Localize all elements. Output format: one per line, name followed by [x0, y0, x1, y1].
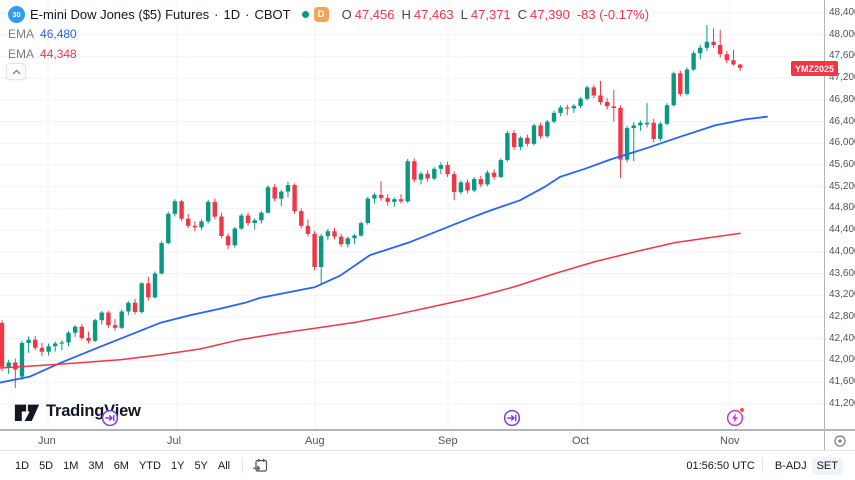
settlement-toggle[interactable]: SET: [811, 456, 843, 475]
close-label: C: [517, 7, 528, 22]
separator-dot: ·: [245, 7, 250, 22]
back-adjustment-toggle[interactable]: B-ADJ: [774, 459, 807, 472]
price-axis-label: 44,400: [829, 224, 855, 235]
range-button-5d[interactable]: 5D: [39, 459, 54, 472]
time-axis-label: Nov: [720, 435, 740, 447]
scales-target-icon: [834, 434, 846, 447]
contract-price-badge: YMZ2025: [791, 61, 839, 76]
chevron-up-icon: [12, 69, 20, 74]
exchange-label: CBOT: [254, 7, 291, 22]
price-axis-label: 41,600: [829, 376, 855, 387]
price-axis-label: 46,400: [829, 116, 855, 127]
go-to-date-icon: [253, 458, 268, 472]
go-to-date-button[interactable]: [250, 455, 271, 476]
range-button-1y[interactable]: 1Y: [170, 459, 185, 472]
skip-forward-event-icon[interactable]: [101, 409, 119, 427]
ema-slow-value: 44,348: [40, 47, 77, 61]
date-range-buttons: 1D 5D 1M 3M 6M YTD 1Y 5Y All: [10, 457, 235, 475]
interval-label: 1D: [223, 7, 241, 22]
price-axis-label: 47,200: [829, 72, 855, 83]
symbol-legend-row[interactable]: 30 E-mini Dow Jones ($5) Futures · 1D · …: [8, 5, 649, 24]
price-axis-label: 44,800: [829, 202, 855, 213]
price-axis-label: 46,000: [829, 137, 855, 148]
price-axis-label: 41,200: [829, 398, 855, 409]
earnings-event-icon[interactable]: [726, 407, 745, 427]
price-axis-label: 42,800: [829, 311, 855, 322]
open-label: O: [341, 7, 352, 22]
separator-dot: ·: [214, 7, 219, 22]
indicator-row-ema-fast[interactable]: EMA 46,480: [8, 24, 649, 44]
symbol-title: E-mini Dow Jones ($5) Futures: [30, 7, 210, 22]
change-value: -83 (-0.17%): [576, 7, 650, 22]
time-axis-label: Jun: [38, 435, 56, 447]
bottom-toolbar: 1D 5D 1M 3M 6M YTD 1Y 5Y All 01:56:50 UTC B-ADJ …: [0, 450, 855, 480]
toolbar-divider: [761, 458, 763, 473]
close-value: 47,390: [530, 7, 570, 22]
time-axis-label: Jul: [167, 435, 182, 447]
time-axis-label: Sep: [438, 435, 458, 447]
time-axis-label: Aug: [305, 435, 325, 447]
range-button-all[interactable]: All: [217, 459, 231, 472]
open-value: 47,456: [354, 7, 395, 22]
price-axis-label: 43,200: [829, 289, 855, 300]
range-button-5y[interactable]: 5Y: [194, 459, 208, 472]
tradingview-mark-icon: [14, 404, 40, 422]
axis-settings-corner[interactable]: [824, 429, 855, 450]
indicator-row-ema-slow[interactable]: EMA 44,348: [8, 44, 649, 64]
ohlc-values: O 47,456 H 47,463 L 47,371 C 47,390 -83 (-0.…: [342, 7, 649, 22]
price-axis-label: 45,200: [829, 181, 855, 192]
price-axis-label: 48,000: [829, 29, 855, 40]
ema-label: EMA: [8, 47, 35, 61]
market-status-dot[interactable]: [301, 11, 309, 18]
range-button-1d[interactable]: 1D: [15, 459, 30, 472]
range-button-3m[interactable]: 3M: [88, 459, 104, 472]
price-axis-label: 47,600: [829, 50, 855, 61]
candlestick-chart[interactable]: [0, 0, 824, 429]
ema-label: EMA: [8, 27, 35, 41]
skip-forward-event-icon[interactable]: [503, 409, 521, 427]
price-axis-label: 43,600: [829, 268, 855, 279]
range-button-ytd[interactable]: YTD: [138, 459, 161, 472]
high-label: H: [401, 7, 411, 22]
tradingview-logo-text: TradingView: [46, 402, 141, 420]
time-axis-label: Oct: [572, 435, 590, 447]
price-axis-label: 42,000: [829, 354, 855, 365]
tradingview-logo[interactable]: TradingView: [14, 401, 141, 422]
ema-fast-value: 46,480: [40, 27, 77, 41]
price-axis-label: 46,800: [829, 94, 855, 105]
price-axis-label: 45,600: [829, 159, 855, 170]
time-axis[interactable]: Jun Jul Aug Sep Oct Nov: [0, 429, 824, 450]
legend-collapse-button[interactable]: [6, 63, 26, 80]
range-button-1m[interactable]: 1M: [63, 459, 79, 472]
alert-dot: [739, 407, 745, 413]
symbol-logo: 30: [8, 6, 25, 23]
low-value: 47,371: [470, 7, 511, 22]
delayed-data-badge[interactable]: D: [313, 7, 329, 22]
toolbar-right-group: 01:56:50 UTC B-ADJ SET: [686, 456, 843, 475]
price-axis-label: 42,400: [829, 333, 855, 344]
low-label: L: [460, 7, 468, 22]
price-axis-label: 44,000: [829, 246, 855, 257]
clock-utc[interactable]: 01:56:50 UTC: [686, 459, 755, 472]
price-axis-label: 48,400: [829, 7, 855, 18]
toolbar-divider: [242, 458, 244, 473]
high-value: 47,463: [413, 7, 454, 22]
range-button-6m[interactable]: 6M: [113, 459, 129, 472]
chart-legend: 30 E-mini Dow Jones ($5) Futures · 1D · …: [8, 5, 649, 64]
